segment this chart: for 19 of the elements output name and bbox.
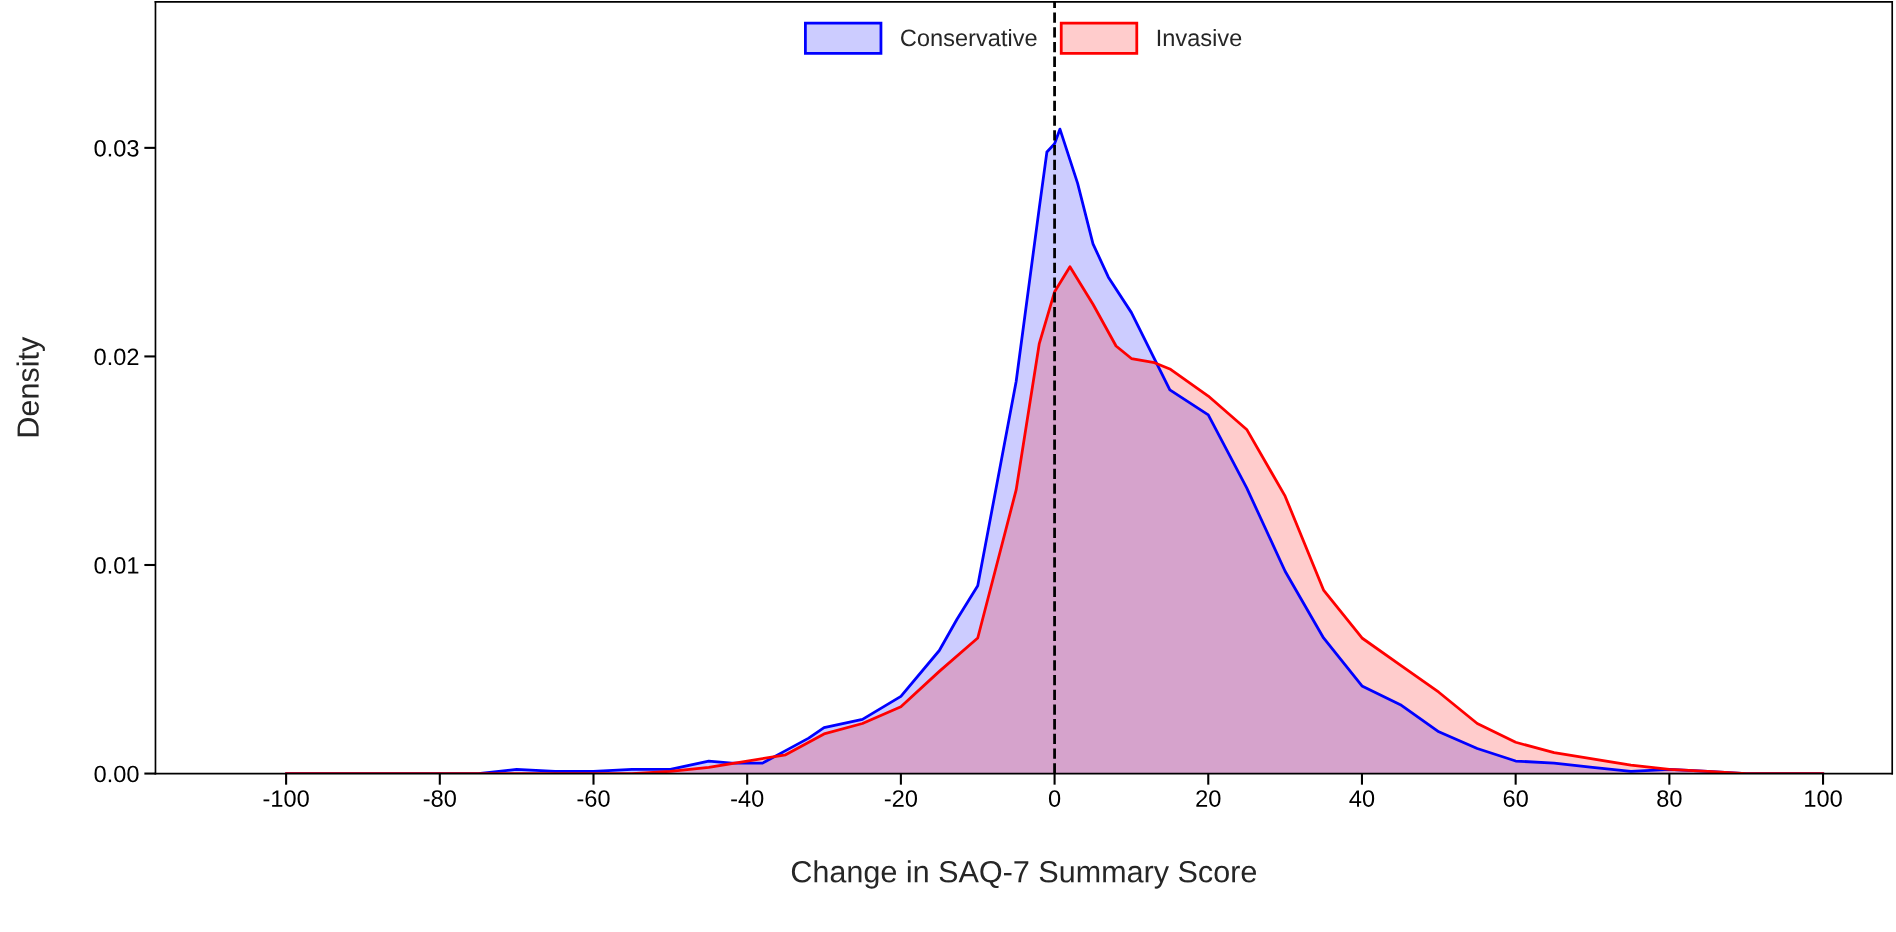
y-tick-label: 0.03	[94, 139, 139, 157]
x-tick-label: 80	[1657, 790, 1682, 807]
x-tick-label: 40	[1349, 790, 1375, 807]
y-tick-label: 0.01	[94, 557, 139, 574]
x-tick-label: 20	[1196, 790, 1221, 807]
x-tick-label: 60	[1503, 790, 1528, 807]
x-tick-label: -100	[263, 790, 309, 807]
legend-label: Conservative	[901, 28, 1037, 47]
x-axis-title: Change in SAQ-7 Summary Score	[791, 860, 1256, 889]
x-tick-label: 0	[1048, 790, 1061, 807]
x-tick-label: -40	[731, 790, 764, 807]
y-tick-label: 0.02	[94, 348, 139, 366]
y-tick-label: 0.00	[94, 765, 139, 783]
legend-label: Invasive	[1157, 28, 1242, 47]
x-tick-label: 100	[1805, 790, 1842, 807]
x-tick-label: -80	[423, 790, 456, 807]
x-tick-label: -60	[577, 790, 610, 807]
x-tick-label: -20	[884, 790, 918, 807]
y-axis-title: Density	[16, 336, 45, 437]
